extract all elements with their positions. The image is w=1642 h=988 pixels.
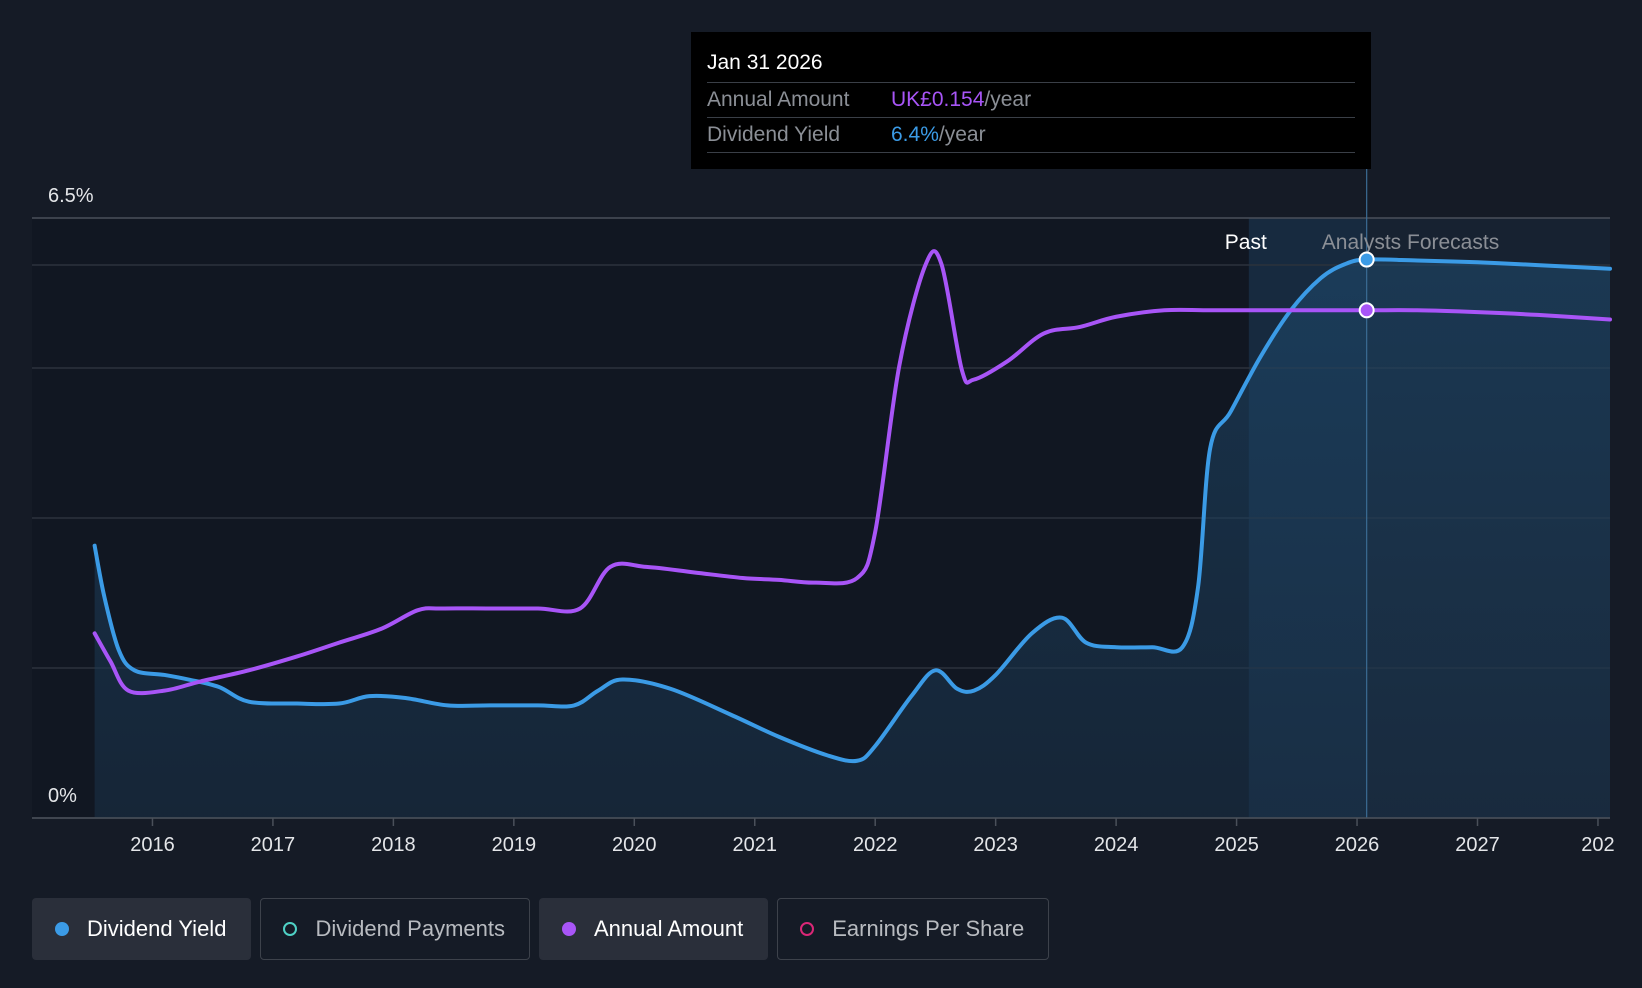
tooltip-label: Annual Amount <box>707 88 850 111</box>
x-tick-label: 2022 <box>853 834 898 856</box>
x-tick-label: 2021 <box>732 834 777 856</box>
tooltip-value: 6.4% <box>891 123 939 146</box>
tooltip-date: Jan 31 2026 <box>707 48 1355 83</box>
x-tick-label: 2027 <box>1455 834 1500 856</box>
x-tick-label: 2023 <box>973 834 1018 856</box>
legend-dividend-yield[interactable]: Dividend Yield <box>32 898 252 960</box>
y-tick-label-top: 6.5% <box>48 185 94 207</box>
x-tick-label: 2020 <box>612 834 657 856</box>
legend-label: Earnings Per Share <box>832 916 1025 941</box>
dividend-yield-area <box>94 259 1610 818</box>
legend-dividend-payments[interactable]: Dividend Payments <box>260 898 530 960</box>
x-tick-label: 2017 <box>251 834 296 856</box>
x-tick-label: 2025 <box>1214 834 1259 856</box>
tooltip-label: Dividend Yield <box>707 123 841 146</box>
tooltip-value: UK£0.154 <box>891 88 985 111</box>
legend-ring-icon <box>800 922 815 936</box>
x-tick-label: 2024 <box>1094 834 1139 856</box>
x-tick-label: 2019 <box>492 834 537 856</box>
legend-dot-icon <box>561 922 576 936</box>
forecast-label: Analysts Forecasts <box>1322 231 1499 254</box>
dividend-yield-marker <box>1358 251 1375 268</box>
legend-annual-amount[interactable]: Annual Amount <box>538 898 769 960</box>
legend-earnings-per-share[interactable]: Earnings Per Share <box>777 898 1050 960</box>
past-label: Past <box>1225 231 1267 254</box>
legend-ring-icon <box>283 922 298 936</box>
y-tick-label-bottom: 0% <box>48 785 77 807</box>
x-tick-label: 2018 <box>371 834 416 856</box>
x-tick-label: 202 <box>1581 834 1614 856</box>
chart-legend: Dividend Yield Dividend Payments Annual … <box>32 898 1050 960</box>
x-tick-label: 2026 <box>1335 834 1380 856</box>
tooltip-unit: /year <box>984 88 1032 111</box>
tooltip-row-annual-amount: Annual Amount UK£0.154 /year <box>707 83 1355 118</box>
tooltip-unit: /year <box>938 123 986 146</box>
annual-amount-marker <box>1358 302 1375 319</box>
annual-amount-line <box>92 249 1612 696</box>
chart-tooltip: Jan 31 2026 Annual Amount UK£0.154 /year… <box>691 32 1371 169</box>
legend-label: Annual Amount <box>593 916 744 941</box>
tooltip-row-dividend-yield: Dividend Yield 6.4% /year <box>707 118 1355 153</box>
legend-dot-icon <box>55 922 69 936</box>
legend-label: Dividend Yield <box>87 916 227 941</box>
x-tick-label: 2016 <box>130 834 175 856</box>
dividend-yield-line <box>92 257 1612 764</box>
legend-label: Dividend Payments <box>315 916 505 941</box>
